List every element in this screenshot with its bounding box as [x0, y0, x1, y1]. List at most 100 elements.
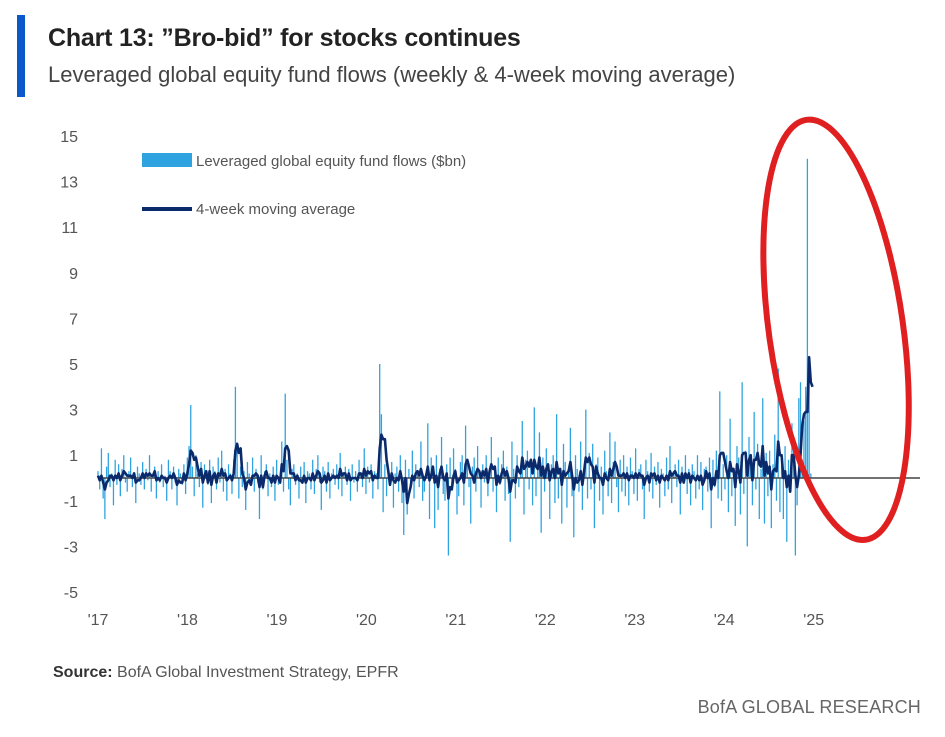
weekly-flow-bar [162, 478, 164, 488]
weekly-flow-bar [222, 478, 225, 492]
weekly-flow-bar [202, 478, 204, 508]
weekly-flow-bar [475, 478, 477, 492]
weekly-flow-bar [531, 478, 534, 506]
weekly-flow-bar [138, 473, 140, 478]
weekly-flow-bar [293, 464, 295, 478]
weekly-flow-bar [691, 464, 693, 478]
weekly-flow-bar [734, 478, 736, 526]
weekly-flow-bar [334, 478, 336, 485]
weekly-flow-bar [722, 464, 724, 478]
y-tick-label: -5 [64, 585, 78, 602]
weekly-flow-bar [535, 478, 537, 497]
weekly-flow-bar [471, 466, 474, 478]
weekly-flow-bar [203, 464, 206, 478]
weekly-flow-bar [341, 478, 343, 497]
weekly-flow-bar [707, 478, 709, 492]
weekly-flow-bar [444, 478, 446, 501]
weekly-flow-bars [97, 158, 812, 556]
weekly-flow-bar [267, 478, 269, 497]
weekly-flow-bar [195, 455, 197, 478]
weekly-flow-bar [569, 427, 572, 478]
weekly-flow-bar [289, 478, 292, 506]
weekly-flow-bar [382, 478, 384, 513]
weekly-flow-bar [504, 478, 506, 501]
weekly-flow-bar [727, 478, 730, 513]
weekly-flow-bar [463, 478, 465, 506]
weekly-flow-bar [660, 468, 663, 478]
weekly-flow-bar [485, 455, 487, 478]
x-tick-label: '18 [177, 612, 198, 629]
weekly-flow-bar [415, 464, 417, 478]
x-tick-label: '20 [356, 612, 377, 629]
weekly-flow-bar [356, 478, 359, 492]
weekly-flow-bar [624, 478, 626, 497]
weekly-flow-bar [239, 466, 242, 478]
weekly-flow-bar [602, 478, 604, 515]
weekly-flow-bar [190, 405, 192, 478]
weekly-flow-bar [313, 478, 316, 494]
x-tick-label: '17 [88, 612, 109, 629]
weekly-flow-bar [581, 478, 584, 510]
weekly-flow-bar [332, 468, 334, 478]
weekly-flow-bar [275, 459, 278, 478]
weekly-flow-bar [317, 455, 319, 478]
weekly-flow-bar [446, 464, 448, 478]
weekly-flow-bar [592, 443, 594, 478]
weekly-flow-bar [708, 457, 711, 478]
weekly-flow-bar [379, 364, 381, 478]
x-tick-label: '22 [535, 612, 556, 629]
weekly-flow-bar [561, 478, 563, 524]
weekly-flow-bar [320, 478, 322, 510]
weekly-flow-bar [470, 478, 472, 524]
weekly-flow-bar [616, 478, 618, 488]
weekly-flow-bar [633, 478, 635, 494]
weekly-flow-bar [604, 450, 606, 478]
weekly-flow-bar [619, 459, 621, 478]
weekly-flow-bar [712, 459, 714, 478]
weekly-flow-bar [288, 478, 290, 490]
weekly-flow-bar [636, 478, 638, 501]
weekly-flow-bar [365, 478, 367, 494]
weekly-flow-bar [298, 478, 300, 499]
weekly-flow-bar [530, 464, 532, 478]
weekly-flow-bar [598, 478, 601, 501]
weekly-flow-bar [440, 436, 443, 478]
weekly-flow-bar [665, 457, 668, 478]
weekly-flow-bar [274, 478, 276, 501]
weekly-flow-bar [140, 478, 142, 485]
weekly-flow-bar [621, 478, 623, 492]
weekly-flow-bar [552, 455, 554, 478]
weekly-flow-bar [720, 478, 723, 501]
weekly-flow-bar [198, 478, 200, 488]
weekly-flow-bar [629, 457, 632, 478]
chart-title: Chart 13: ”Bro-bid” for stocks continues [48, 24, 521, 52]
x-axis: '17 '18 '19 '20 '21 '22 '23 '24 '25 [88, 612, 825, 629]
weekly-flow-bar [480, 478, 482, 508]
weekly-flow-bar [585, 409, 587, 478]
weekly-flow-bar [810, 473, 812, 478]
weekly-flow-bar [123, 455, 125, 478]
weekly-flow-bar [538, 432, 541, 478]
y-axis: 15 13 11 9 7 5 3 1 -1 -3 -5 [60, 129, 78, 602]
weekly-flow-bar [116, 478, 118, 485]
weekly-flow-bar [258, 478, 261, 520]
weekly-flow-bar [361, 478, 364, 488]
weekly-flow-bar [717, 478, 719, 499]
weekly-flow-bar [447, 478, 450, 556]
weekly-flow-bar [329, 478, 331, 499]
weekly-flow-bar [473, 457, 475, 478]
y-tick-label: 5 [69, 357, 78, 374]
highlight-ellipse [760, 116, 912, 543]
weekly-flow-bar [667, 478, 669, 490]
weekly-flow-bar [574, 455, 577, 478]
weekly-flow-bar [147, 478, 149, 481]
weekly-flow-bar [286, 459, 288, 478]
weekly-flow-bar [176, 478, 178, 506]
weekly-flow-bar [282, 478, 285, 492]
weekly-flow-bar [281, 441, 283, 478]
weekly-flow-bar [179, 473, 182, 478]
x-tick-label: '25 [803, 612, 824, 629]
weekly-flow-bar [634, 448, 637, 478]
y-tick-label: 1 [69, 448, 78, 465]
